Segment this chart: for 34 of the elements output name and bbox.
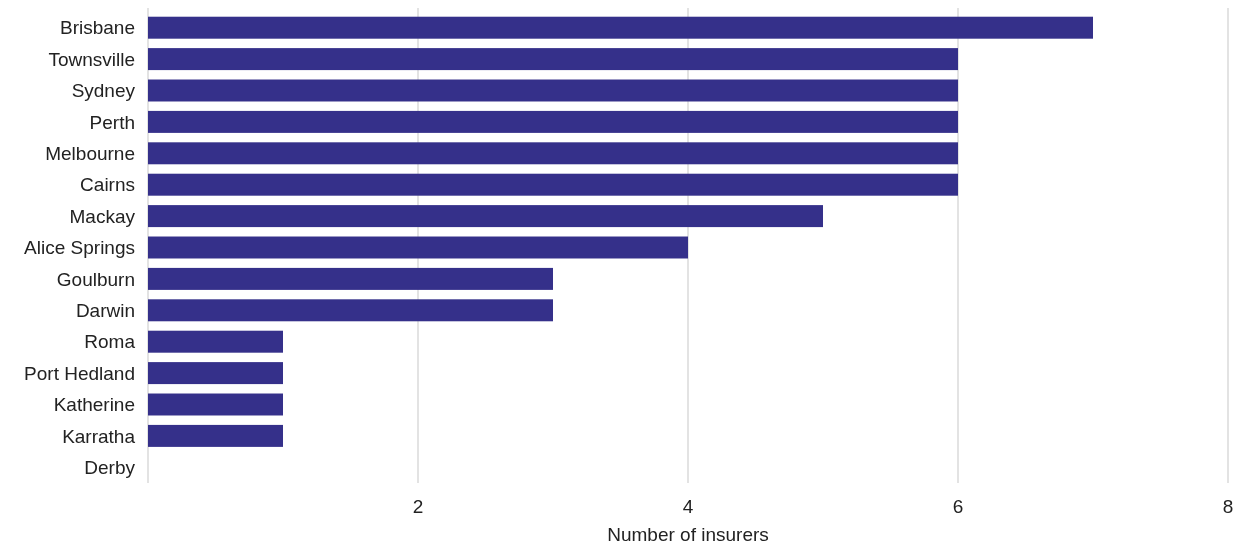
bar <box>148 48 958 71</box>
x-tick-label: 2 <box>412 496 424 517</box>
y-tick-label: Sydney <box>71 80 136 102</box>
y-tick-label: Derby <box>84 456 136 478</box>
x-tick-label: 4 <box>682 496 694 517</box>
x-tick-label: 6 <box>952 496 964 517</box>
y-tick-label: Katherine <box>53 394 135 416</box>
y-tick-label: Goulburn <box>56 268 135 290</box>
y-tick-label: Karratha <box>62 425 136 447</box>
bar <box>148 110 958 133</box>
bar <box>148 205 823 228</box>
bar <box>148 79 958 102</box>
bar <box>148 267 553 290</box>
x-axis-title: Number of insurers <box>607 524 769 545</box>
bar <box>148 424 283 447</box>
bar <box>148 362 283 385</box>
y-tick-label: Roma <box>84 331 136 353</box>
y-tick-label: Mackay <box>69 205 136 227</box>
bar <box>148 236 688 259</box>
y-tick-label: Melbourne <box>45 142 135 164</box>
y-tick-label: Cairns <box>80 174 135 196</box>
bar <box>148 330 283 353</box>
y-tick-label: Darwin <box>75 299 135 321</box>
y-tick-label: Townsville <box>48 48 135 70</box>
bar <box>148 142 958 165</box>
bar <box>148 16 1093 39</box>
bar <box>148 393 283 416</box>
y-tick-label: Alice Springs <box>24 237 135 259</box>
y-tick-label: Perth <box>89 111 135 133</box>
x-tick-label: 8 <box>1222 496 1234 517</box>
bar <box>148 299 553 322</box>
y-tick-label: Port Hedland <box>24 362 135 384</box>
y-tick-label: Brisbane <box>60 17 135 39</box>
bar <box>148 173 958 196</box>
